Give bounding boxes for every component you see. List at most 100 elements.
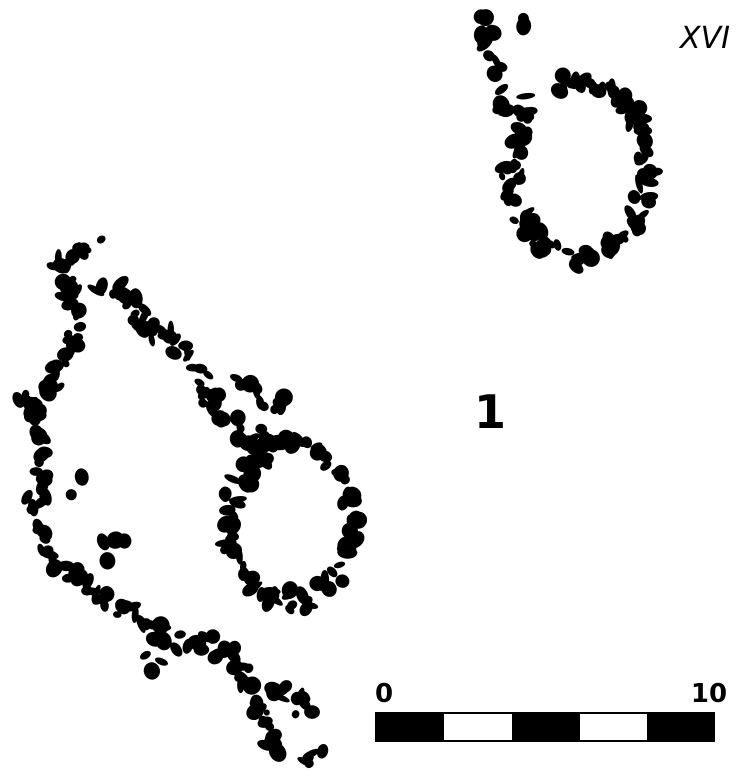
stone — [639, 141, 650, 149]
stone — [291, 710, 300, 719]
stone — [112, 275, 129, 292]
stone — [561, 247, 575, 256]
stone — [607, 78, 616, 98]
stone — [335, 574, 350, 588]
stone — [244, 663, 254, 674]
stone — [484, 24, 502, 41]
stone — [237, 676, 245, 694]
stone — [34, 430, 51, 445]
stone — [502, 177, 517, 193]
stone — [118, 288, 133, 304]
stone — [169, 333, 181, 346]
stone — [590, 84, 607, 99]
stone — [247, 446, 259, 456]
stone — [155, 630, 166, 649]
stone — [634, 152, 649, 166]
stone — [626, 217, 636, 230]
stone — [39, 534, 51, 544]
stone — [473, 9, 489, 25]
stone — [170, 642, 183, 657]
stone — [140, 650, 151, 660]
stone — [604, 236, 621, 257]
stone — [139, 308, 150, 325]
stone — [301, 436, 313, 449]
stone — [521, 207, 535, 218]
stone — [509, 216, 519, 225]
stone — [612, 95, 622, 103]
stone — [112, 611, 122, 618]
stone — [516, 17, 532, 36]
scale-end: 10 — [691, 679, 727, 709]
stone — [61, 346, 75, 360]
stone — [63, 255, 72, 274]
stone — [262, 587, 281, 596]
stone — [510, 160, 521, 171]
scale-bar-segment — [647, 713, 714, 741]
stone — [154, 657, 168, 666]
stone — [220, 545, 229, 555]
stone — [129, 288, 143, 309]
stone — [499, 104, 515, 118]
stone — [476, 37, 493, 52]
stone — [34, 457, 44, 468]
stone — [143, 662, 160, 680]
stone — [198, 398, 208, 408]
stone — [45, 559, 63, 578]
scale-bar: 0 10 — [375, 679, 727, 742]
stone — [230, 409, 246, 427]
stone — [632, 228, 642, 237]
stone — [559, 79, 568, 98]
stone — [228, 496, 247, 504]
stone — [316, 744, 329, 759]
stone — [252, 386, 261, 400]
stone — [303, 748, 320, 759]
stone — [228, 510, 239, 523]
stone — [346, 514, 358, 531]
stone — [106, 531, 125, 549]
stone — [239, 560, 247, 572]
stone — [242, 676, 262, 695]
stone — [274, 388, 293, 407]
stone — [258, 452, 274, 466]
stone — [570, 71, 581, 89]
stone — [285, 605, 295, 615]
stone — [44, 359, 64, 374]
stone — [299, 601, 313, 617]
stone — [523, 126, 533, 137]
stone — [73, 321, 87, 332]
stone — [525, 212, 541, 228]
stone — [263, 709, 270, 716]
stone — [264, 722, 275, 731]
stone — [245, 433, 260, 444]
stone — [96, 235, 106, 244]
stone — [633, 125, 653, 136]
stone — [507, 197, 520, 205]
stone — [174, 630, 186, 639]
stone — [65, 489, 77, 501]
stone — [331, 468, 342, 477]
scale-start: 0 — [375, 679, 393, 709]
stone — [257, 703, 267, 713]
stone — [336, 545, 349, 558]
stone — [512, 142, 524, 159]
stone — [71, 302, 87, 319]
stone — [318, 450, 333, 463]
stone — [25, 409, 37, 420]
stone — [529, 240, 540, 249]
stone — [245, 454, 259, 466]
stone — [92, 593, 107, 605]
stone — [183, 349, 194, 362]
stone — [553, 239, 562, 251]
stone — [516, 167, 525, 186]
stone — [196, 384, 206, 395]
stone — [353, 515, 362, 527]
stone — [29, 396, 39, 411]
stone — [91, 584, 101, 602]
stone — [275, 685, 290, 697]
stone — [198, 631, 212, 643]
stone — [340, 475, 350, 485]
stone — [266, 683, 284, 702]
stone — [186, 364, 205, 372]
stone — [224, 474, 242, 485]
